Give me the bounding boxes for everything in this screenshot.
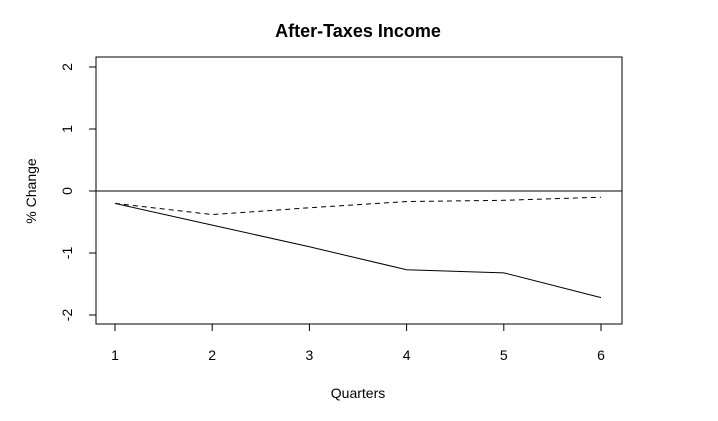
y-tick-label: -2 [59,309,75,322]
y-tick-label: 0 [59,187,75,195]
y-tick-label: 2 [59,63,75,71]
x-tick-label: 3 [306,347,314,363]
x-axis-label: Quarters [331,385,385,401]
y-axis-label: % Change [23,158,39,224]
y-tick-label: 1 [59,125,75,133]
series-line-dashed [114,196,602,216]
x-tick-label: 2 [208,347,216,363]
chart-title: After-Taxes Income [275,21,441,41]
x-tick-label: 4 [403,347,411,363]
series-line-solid [114,202,602,299]
y-tick-label: -1 [59,247,75,260]
x-tick-label: 6 [597,347,605,363]
x-axis: 1 2 3 4 5 6 [111,323,605,363]
series-layer [114,196,602,299]
x-tick-label: 5 [500,347,508,363]
x-tick-label: 1 [111,347,119,363]
y-axis: 2 1 0 -1 -2 [59,63,97,322]
